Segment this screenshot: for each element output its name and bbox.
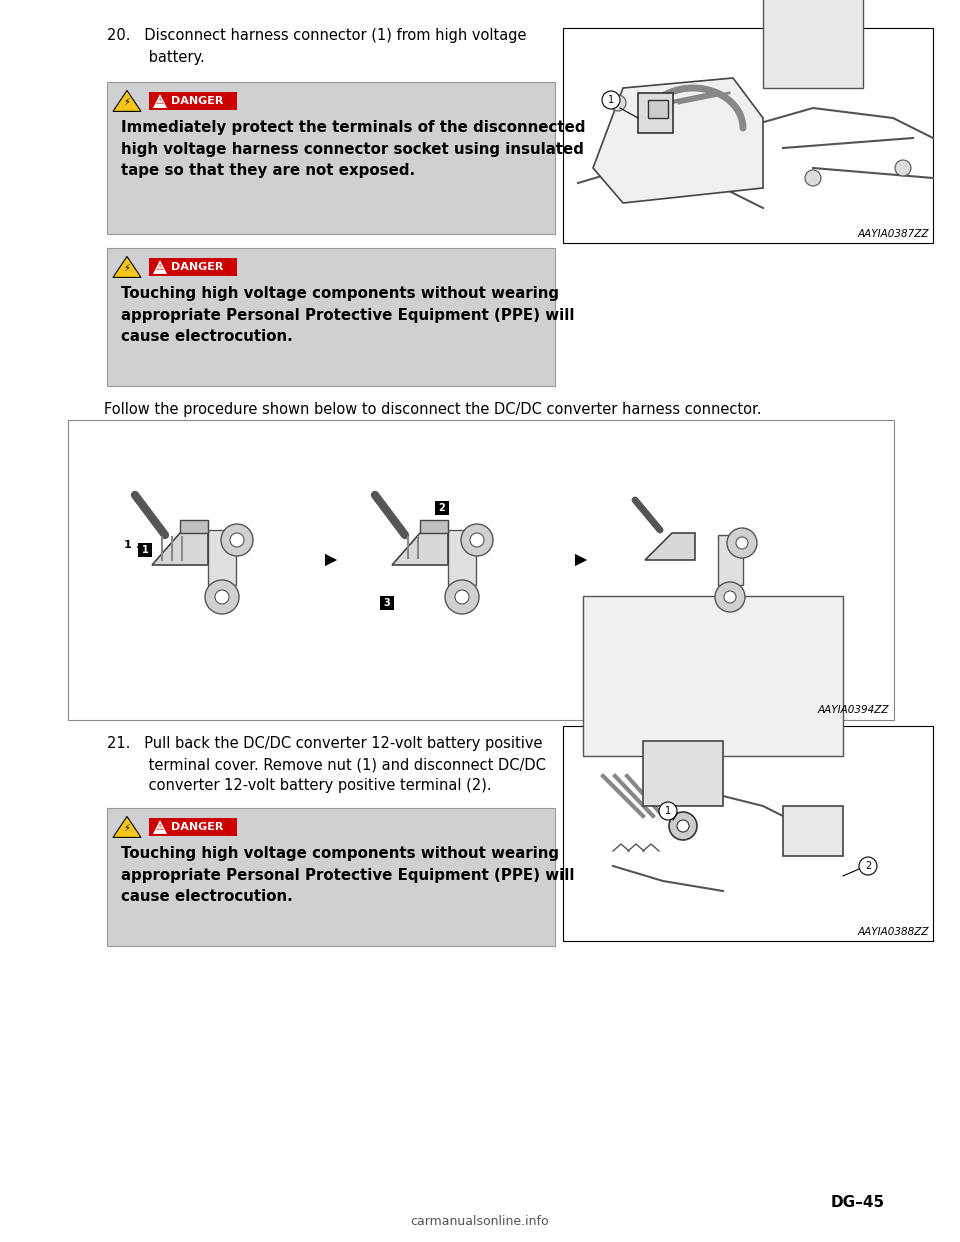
- Bar: [718, 535, 743, 585]
- Text: 21.   Pull back the DC/DC converter 12-volt battery positive: 21. Pull back the DC/DC converter 12-vol…: [107, 737, 542, 751]
- Bar: [648, 101, 668, 118]
- Bar: [448, 530, 476, 585]
- Circle shape: [805, 170, 821, 186]
- Text: ⚡: ⚡: [124, 262, 131, 272]
- Text: 1: 1: [124, 540, 148, 550]
- Text: 20.   Disconnect harness connector (1) from high voltage: 20. Disconnect harness connector (1) fro…: [107, 29, 526, 43]
- Text: Immediately protect the terminals of the disconnected
high voltage harness conne: Immediately protect the terminals of the…: [121, 120, 586, 178]
- Bar: [783, 806, 843, 856]
- FancyBboxPatch shape: [107, 82, 555, 233]
- Bar: [643, 741, 723, 806]
- Circle shape: [715, 582, 745, 612]
- Text: AAYIA0387ZZ: AAYIA0387ZZ: [857, 229, 929, 238]
- Circle shape: [669, 812, 697, 840]
- FancyBboxPatch shape: [149, 818, 237, 836]
- Circle shape: [221, 524, 253, 556]
- FancyBboxPatch shape: [107, 248, 555, 386]
- Circle shape: [470, 533, 484, 546]
- Polygon shape: [113, 816, 141, 837]
- FancyBboxPatch shape: [563, 29, 933, 243]
- Circle shape: [205, 580, 239, 614]
- Text: DG–45: DG–45: [830, 1195, 885, 1210]
- Text: 1: 1: [665, 806, 671, 816]
- Text: 2: 2: [439, 503, 445, 513]
- Circle shape: [455, 590, 469, 604]
- Polygon shape: [153, 260, 167, 274]
- Text: DANGER: DANGER: [171, 262, 224, 272]
- Text: converter 12-volt battery positive terminal (2).: converter 12-volt battery positive termi…: [107, 777, 492, 792]
- Bar: [583, 596, 843, 756]
- Text: ⚡: ⚡: [124, 97, 131, 107]
- FancyBboxPatch shape: [149, 258, 237, 276]
- Bar: [763, 0, 863, 88]
- Circle shape: [736, 537, 748, 549]
- Circle shape: [724, 591, 736, 604]
- Text: battery.: battery.: [107, 50, 204, 65]
- FancyBboxPatch shape: [149, 92, 237, 111]
- Text: ⚠: ⚠: [156, 262, 164, 272]
- Polygon shape: [113, 256, 141, 277]
- Text: ⚠: ⚠: [156, 822, 164, 831]
- Circle shape: [859, 857, 877, 876]
- Polygon shape: [153, 94, 167, 108]
- Polygon shape: [593, 78, 763, 202]
- Text: 3: 3: [384, 597, 391, 609]
- Bar: [435, 501, 449, 515]
- Circle shape: [230, 533, 244, 546]
- Text: 1: 1: [142, 545, 149, 555]
- Bar: [380, 596, 394, 610]
- Circle shape: [602, 91, 620, 109]
- Bar: [138, 543, 152, 556]
- FancyBboxPatch shape: [107, 809, 555, 946]
- Text: Touching high voltage components without wearing
appropriate Personal Protective: Touching high voltage components without…: [121, 286, 574, 344]
- Polygon shape: [180, 520, 208, 533]
- Text: terminal cover. Remove nut (1) and disconnect DC/DC: terminal cover. Remove nut (1) and disco…: [107, 758, 546, 773]
- Bar: [638, 93, 673, 133]
- Text: AAYIA0394ZZ: AAYIA0394ZZ: [818, 705, 889, 715]
- Text: Follow the procedure shown below to disconnect the DC/DC converter harness conne: Follow the procedure shown below to disc…: [104, 402, 761, 417]
- Text: AAYIA0388ZZ: AAYIA0388ZZ: [857, 927, 929, 936]
- FancyBboxPatch shape: [68, 420, 894, 720]
- Circle shape: [677, 820, 689, 832]
- FancyBboxPatch shape: [563, 727, 933, 941]
- Text: ⚡: ⚡: [124, 822, 131, 832]
- Circle shape: [610, 94, 626, 111]
- Text: carmanualsonline.info: carmanualsonline.info: [411, 1215, 549, 1228]
- Text: Touching high voltage components without wearing
appropriate Personal Protective: Touching high voltage components without…: [121, 846, 574, 904]
- Polygon shape: [153, 820, 167, 833]
- Text: 2: 2: [865, 861, 871, 871]
- Polygon shape: [420, 520, 448, 533]
- Circle shape: [659, 802, 677, 820]
- Polygon shape: [645, 533, 695, 560]
- Text: DANGER: DANGER: [171, 822, 224, 832]
- Circle shape: [727, 528, 757, 558]
- Text: ⚠: ⚠: [156, 97, 164, 106]
- Text: 1: 1: [608, 94, 614, 106]
- Polygon shape: [152, 533, 208, 565]
- Text: DANGER: DANGER: [171, 96, 224, 106]
- Circle shape: [445, 580, 479, 614]
- Polygon shape: [113, 91, 141, 112]
- Circle shape: [215, 590, 229, 604]
- Circle shape: [461, 524, 493, 556]
- Polygon shape: [392, 533, 448, 565]
- Bar: [208, 530, 236, 585]
- Circle shape: [895, 160, 911, 176]
